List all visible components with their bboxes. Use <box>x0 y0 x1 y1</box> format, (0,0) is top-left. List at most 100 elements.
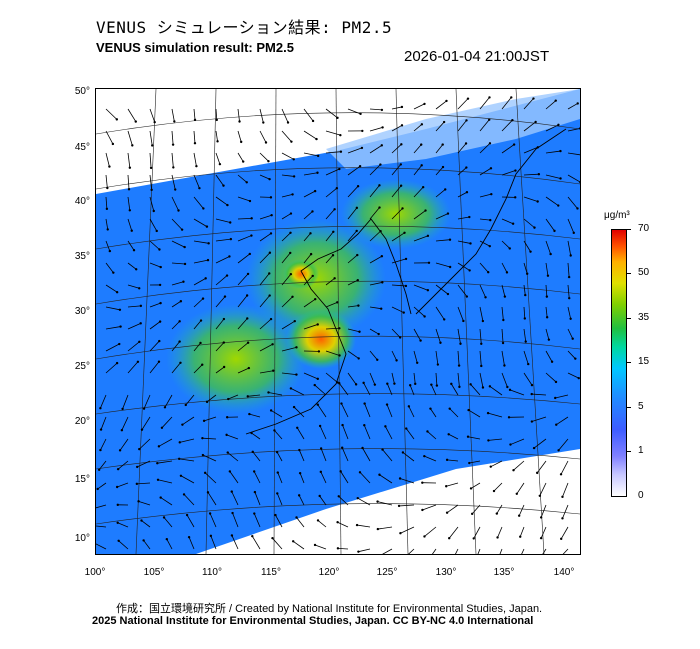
wind-arrow <box>237 217 252 220</box>
wind-arrow <box>347 230 358 242</box>
wind-arrow <box>251 432 261 440</box>
wind-arrow <box>137 460 151 468</box>
wind-arrow <box>182 416 195 426</box>
colorbar-label-1: 1 <box>638 445 644 456</box>
wind-vectors <box>96 96 580 554</box>
wind-arrow-head <box>501 341 505 345</box>
wind-arrow-head <box>356 253 359 257</box>
wind-arrow-head <box>436 363 440 366</box>
wind-arrow <box>409 385 415 396</box>
wind-arrow-head <box>153 120 156 124</box>
wind-arrow-head <box>416 361 419 364</box>
wind-arrow-head <box>358 164 362 168</box>
wind-arrow-head <box>204 277 207 280</box>
wind-arrow-head <box>116 467 120 471</box>
wind-arrow <box>479 262 489 273</box>
pollution-plume-sichuan <box>166 304 306 414</box>
wind-arrow <box>347 305 359 308</box>
wind-arrow <box>105 343 120 352</box>
wind-arrow-head <box>289 251 292 255</box>
wind-arrow-head <box>333 277 336 280</box>
wind-arrow <box>377 526 393 530</box>
wind-arrow-head <box>245 294 249 297</box>
wind-arrow-head <box>291 540 295 543</box>
wind-arrow-head <box>423 102 426 106</box>
wind-arrow <box>501 350 505 366</box>
wind-arrow-head <box>286 121 290 124</box>
lon-tick-130: 130° <box>435 567 457 578</box>
wind-arrow <box>501 284 506 297</box>
wind-arrow-head <box>295 373 298 376</box>
lat-tick-15: 15° <box>74 474 90 485</box>
wind-arrow <box>275 514 283 528</box>
wind-arrow-head <box>292 175 296 178</box>
wind-arrow <box>501 218 514 225</box>
wind-arrow <box>399 504 415 507</box>
wind-arrow-head <box>250 234 253 237</box>
wind-arrow-head <box>136 360 140 363</box>
wind-arrow <box>215 275 228 286</box>
wind-arrow <box>567 240 572 256</box>
wind-arrow-head <box>578 127 580 130</box>
wind-arrow-head <box>554 99 557 102</box>
wind-arrow-head <box>448 407 451 410</box>
lon-tick-135: 135° <box>493 567 515 578</box>
wind-arrow <box>105 262 114 273</box>
wind-arrow <box>118 540 129 550</box>
wind-arrow <box>413 284 428 291</box>
lat-tick-40: 40° <box>74 196 90 207</box>
wind-arrow <box>325 151 341 154</box>
pollution-plume-korea <box>341 179 451 249</box>
wind-arrow <box>259 252 271 264</box>
wind-arrow <box>303 211 313 220</box>
wind-arrow <box>237 253 251 264</box>
wind-arrow <box>523 306 526 319</box>
wind-arrow <box>457 306 464 322</box>
wind-arrow-head <box>117 539 120 543</box>
wind-arrow <box>319 495 327 506</box>
wind-arrow <box>193 240 209 244</box>
wind-arrow <box>391 164 402 176</box>
wind-arrow-head <box>241 160 245 163</box>
wind-arrow <box>215 366 225 374</box>
wind-arrow-head <box>559 473 563 476</box>
wind-arrow <box>259 130 267 143</box>
wind-arrow <box>171 262 186 265</box>
wind-arrow-head <box>156 462 159 465</box>
wind-arrow <box>567 218 575 233</box>
wind-arrow-head <box>271 343 274 346</box>
wind-arrow-head <box>362 381 365 385</box>
wind-arrow <box>457 143 467 154</box>
pollution-plume-east-china <box>286 309 356 369</box>
wind-arrow <box>450 383 459 396</box>
wind-arrow-head <box>398 336 402 339</box>
wind-arrow-head <box>309 232 312 235</box>
wind-arrow <box>249 413 261 418</box>
wind-arrow-head <box>561 517 564 520</box>
wind-arrow-head <box>404 257 408 261</box>
wind-arrow-head <box>462 319 465 323</box>
wind-arrow <box>479 143 491 154</box>
wind-arrow-head <box>553 229 556 233</box>
wind-arrow-head <box>227 397 230 401</box>
wind-arrow-head <box>178 441 181 444</box>
wind-arrow <box>413 144 422 154</box>
wind-arrow-head <box>120 428 124 432</box>
wind-arrow-head <box>445 458 449 462</box>
wind-arrow-head <box>317 350 321 353</box>
wind-arrow-head <box>336 521 339 524</box>
wind-arrow-head <box>377 332 380 336</box>
lon-tick-110: 110° <box>202 567 222 578</box>
wind-arrow-head <box>274 513 277 517</box>
wind-arrow <box>531 393 547 396</box>
wind-arrow <box>408 548 415 554</box>
wind-arrow-head <box>448 537 451 540</box>
wind-arrow-head <box>515 492 518 495</box>
wind-arrow <box>545 372 557 383</box>
wind-arrow <box>314 544 327 550</box>
wind-arrow <box>490 460 503 468</box>
wind-arrow-head <box>465 295 469 298</box>
wind-arrow <box>523 121 536 132</box>
wind-arrow-head <box>386 382 389 385</box>
wind-arrow-head <box>354 383 358 386</box>
